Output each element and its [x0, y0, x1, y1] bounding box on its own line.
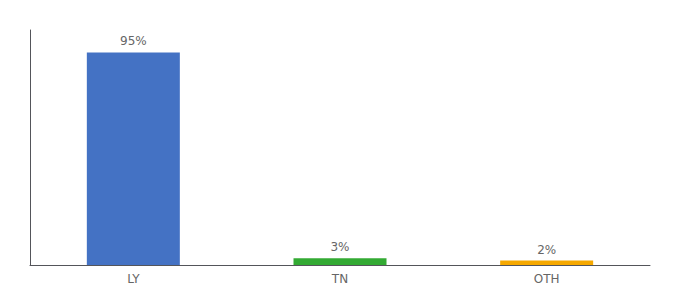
svg-text:OTH: OTH	[534, 272, 560, 286]
svg-text:3%: 3%	[330, 240, 349, 254]
svg-text:2%: 2%	[537, 243, 556, 257]
svg-text:95%: 95%	[120, 34, 147, 48]
svg-text:TN: TN	[331, 272, 348, 286]
svg-text:LY: LY	[127, 272, 140, 286]
